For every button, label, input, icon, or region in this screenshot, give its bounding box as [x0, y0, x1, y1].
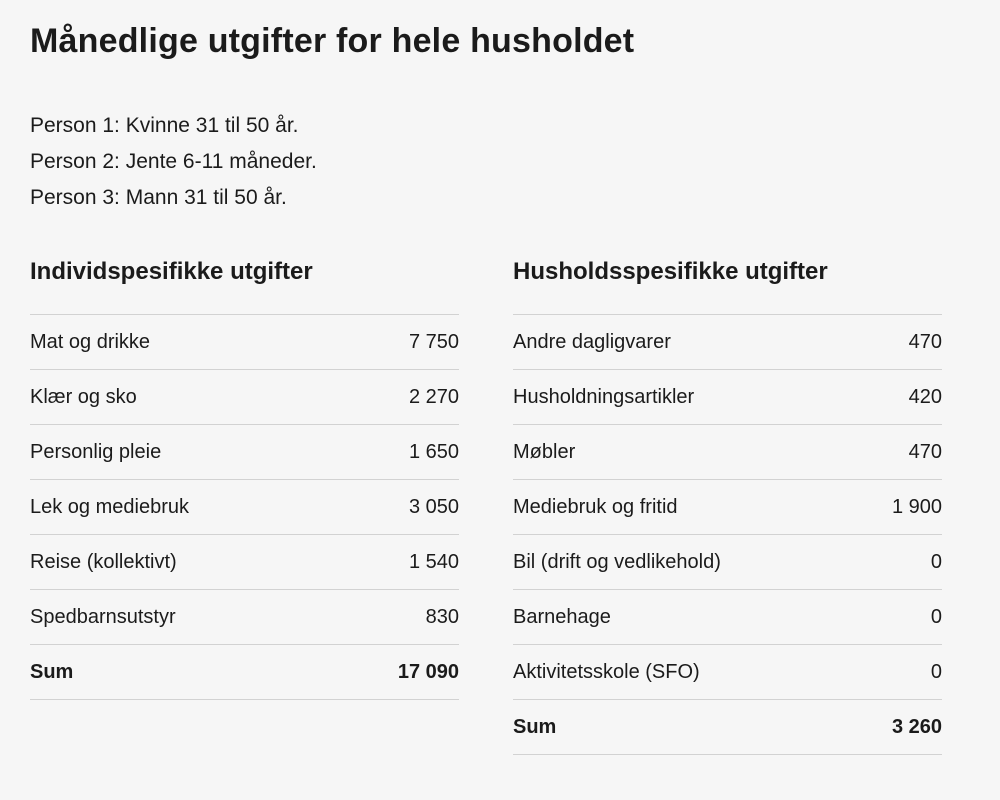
row-value: 420	[908, 385, 942, 408]
sum-label: Sum	[513, 715, 557, 738]
individual-expenses-heading: Individspesifikke utgifter	[30, 258, 313, 285]
page-title: Månedlige utgifter for hele husholdet	[30, 22, 635, 60]
sum-value: 3 260	[891, 715, 942, 738]
table-row: Klær og sko 2 270	[30, 370, 459, 425]
person-item: Person 3: Mann 31 til 50 år.	[30, 186, 287, 209]
table-row: Husholdningsartikler 420	[513, 370, 942, 425]
row-value: 7 750	[408, 330, 459, 353]
row-value: 1 540	[408, 550, 459, 573]
table-row: Barnehage 0	[513, 590, 942, 645]
row-label: Personlig pleie	[30, 440, 162, 463]
household-expenses-section: Husholdsspesifikke utgifter Andre daglig…	[513, 256, 942, 755]
table-row: Lek og mediebruk 3 050	[30, 480, 459, 535]
table-row: Andre dagligvarer 470	[513, 315, 942, 370]
table-row: Aktivitetsskole (SFO) 0	[513, 645, 942, 700]
row-value: 470	[908, 330, 942, 353]
row-label: Møbler	[513, 440, 576, 463]
row-value: 0	[930, 605, 942, 628]
row-label: Bil (drift og vedlikehold)	[513, 550, 721, 573]
individual-expenses-section: Individspesifikke utgifter Mat og drikke…	[30, 256, 459, 700]
row-label: Lek og mediebruk	[30, 495, 189, 518]
row-value: 830	[425, 605, 459, 628]
person-item: Person 1: Kvinne 31 til 50 år.	[30, 114, 299, 137]
table-row: Mediebruk og fritid 1 900	[513, 480, 942, 535]
sum-row: Sum 3 260	[513, 700, 942, 755]
row-value: 470	[908, 440, 942, 463]
row-label: Klær og sko	[30, 385, 137, 408]
household-members-list: Person 1: Kvinne 31 til 50 år. Person 2:…	[30, 108, 317, 216]
row-label: Andre dagligvarer	[513, 330, 671, 353]
row-value: 3 050	[408, 495, 459, 518]
row-value: 2 270	[408, 385, 459, 408]
row-value: 1 900	[891, 495, 942, 518]
person-item: Person 2: Jente 6-11 måneder.	[30, 150, 317, 173]
row-label: Aktivitetsskole (SFO)	[513, 660, 700, 683]
table-row: Mat og drikke 7 750	[30, 315, 459, 370]
table-row: Møbler 470	[513, 425, 942, 480]
row-label: Reise (kollektivt)	[30, 550, 177, 573]
table-row: Reise (kollektivt) 1 540	[30, 535, 459, 590]
table-row: Bil (drift og vedlikehold) 0	[513, 535, 942, 590]
table-row: Personlig pleie 1 650	[30, 425, 459, 480]
row-value: 0	[930, 660, 942, 683]
row-label: Husholdningsartikler	[513, 385, 695, 408]
individual-expenses-table: Mat og drikke 7 750 Klær og sko 2 270 Pe…	[30, 314, 459, 700]
row-value: 1 650	[408, 440, 459, 463]
household-expenses-heading: Husholdsspesifikke utgifter	[513, 258, 828, 285]
sum-label: Sum	[30, 660, 74, 683]
table-row: Spedbarnsutstyr 830	[30, 590, 459, 645]
row-value: 0	[930, 550, 942, 573]
row-label: Barnehage	[513, 605, 611, 628]
sum-row: Sum 17 090	[30, 645, 459, 700]
row-label: Mat og drikke	[30, 330, 151, 353]
row-label: Mediebruk og fritid	[513, 495, 678, 518]
row-label: Spedbarnsutstyr	[30, 605, 176, 628]
household-expenses-table: Andre dagligvarer 470 Husholdningsartikl…	[513, 314, 942, 755]
sum-value: 17 090	[397, 660, 459, 683]
